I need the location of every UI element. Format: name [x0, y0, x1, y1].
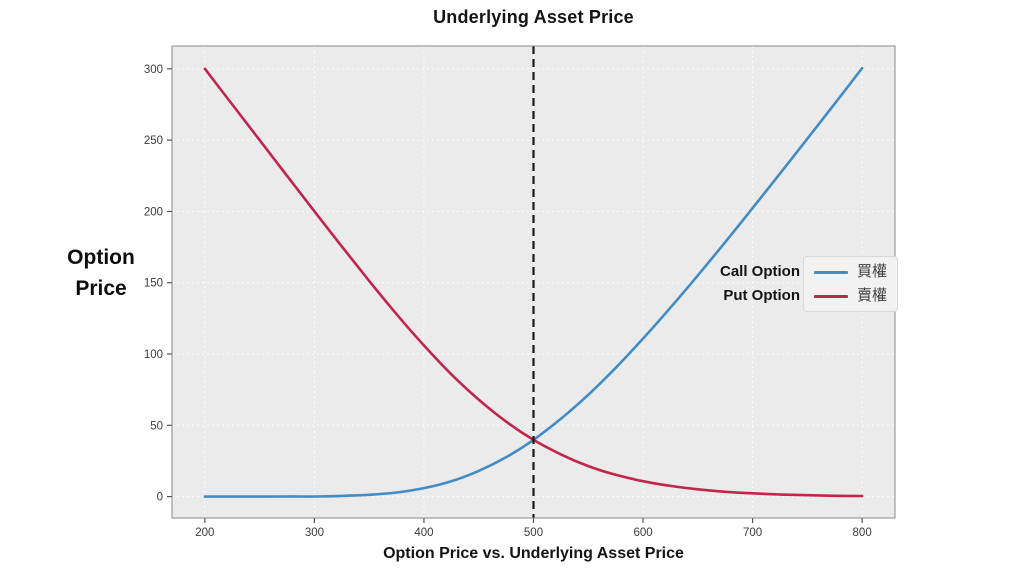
y-axis-label: Option Price [25, 242, 177, 304]
legend-label-put: 賣權 [857, 287, 888, 304]
y-axis-label-line2: Price [75, 277, 127, 300]
put-line-swatch-icon [814, 294, 848, 298]
annotation-call-option: Call Option [720, 263, 800, 280]
legend-item-call: 買權 [814, 263, 887, 281]
series-annotations: Call Option Put Option [576, 260, 800, 308]
annotation-put-option: Put Option [723, 287, 800, 304]
legend-item-put: 賣權 [814, 287, 887, 305]
legend: 買權 賣權 [803, 256, 899, 312]
x-tick-label: 200 [195, 527, 214, 539]
legend-label-call: 買權 [857, 263, 888, 280]
x-tick-label: 600 [633, 527, 652, 539]
call-line-swatch-icon [814, 270, 848, 274]
y-tick-label: 300 [144, 64, 163, 76]
x-tick-label: 500 [524, 527, 543, 539]
x-tick-label: 700 [743, 527, 762, 539]
y-tick-label: 200 [144, 206, 163, 218]
y-tick-label: 0 [157, 492, 163, 504]
x-tick-label: 400 [414, 527, 433, 539]
chart-title: Underlying Asset Price [433, 7, 634, 27]
x-axis-caption: Option Price vs. Underlying Asset Price [383, 545, 684, 562]
y-tick-label: 250 [144, 135, 163, 147]
x-tick-label: 300 [305, 527, 324, 539]
x-tick-label: 800 [853, 527, 872, 539]
y-tick-label: 100 [144, 349, 163, 361]
y-tick-label: 150 [144, 278, 163, 290]
y-axis-label-line1: Option [67, 246, 135, 269]
y-tick-label: 50 [150, 420, 163, 432]
